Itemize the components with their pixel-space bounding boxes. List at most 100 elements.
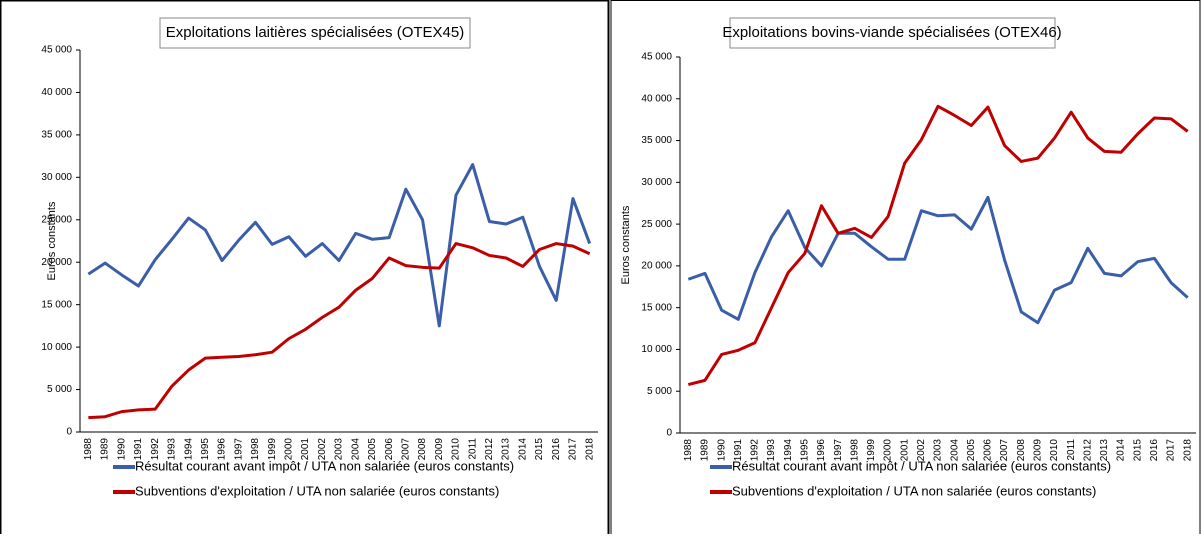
x-tick-label: 1993 xyxy=(167,438,178,461)
x-tick-label: 2017 xyxy=(568,438,579,461)
x-tick-label: 2008 xyxy=(1016,439,1027,462)
x-tick-label: 2014 xyxy=(517,438,528,461)
x-tick-label: 1996 xyxy=(217,438,228,461)
x-tick-label: 2017 xyxy=(1166,439,1177,462)
x-tick-label: 2010 xyxy=(451,438,462,461)
x-tick-label: 2004 xyxy=(949,439,960,462)
x-tick-label: 2014 xyxy=(1116,439,1127,462)
x-tick-label: 2016 xyxy=(1149,439,1160,462)
x-tick-label: 1992 xyxy=(150,438,161,461)
y-tick-label: 20 000 xyxy=(641,261,672,272)
x-tick-label: 1999 xyxy=(267,438,278,461)
legend-label: Subventions d'exploitation / UTA non sal… xyxy=(732,483,1096,498)
y-tick-label: 45 000 xyxy=(641,52,672,63)
x-tick-label: 1993 xyxy=(766,439,777,462)
x-tick-label: 2005 xyxy=(966,439,977,462)
y-axis-label: Euros constants xyxy=(46,201,58,280)
x-tick-label: 2012 xyxy=(484,438,495,461)
title-box xyxy=(729,17,1056,49)
y-tick-label: 40 000 xyxy=(641,93,672,104)
x-tick-label: 2009 xyxy=(1033,439,1044,462)
x-tick-label: 2007 xyxy=(999,439,1010,462)
y-tick-label: 5 000 xyxy=(47,384,72,395)
series-line xyxy=(88,242,591,420)
x-tick-label: 2015 xyxy=(1132,439,1143,462)
y-tick-label: 45 000 xyxy=(41,45,72,56)
chart-title: Exploitations bovins-viande spécialisées… xyxy=(722,24,1061,41)
x-tick-label: 2006 xyxy=(384,438,395,461)
x-tick-label: 2004 xyxy=(350,438,361,461)
y-tick-label: 10 000 xyxy=(641,344,672,355)
x-tick-label: 2012 xyxy=(1082,439,1093,462)
series-line xyxy=(687,104,1189,386)
x-tick-label: 2003 xyxy=(334,438,345,461)
x-tick-label: 2000 xyxy=(284,438,295,461)
panel-border xyxy=(610,0,1201,539)
title-box xyxy=(159,17,471,49)
y-tick-label: 15 000 xyxy=(41,299,72,310)
y-tick-label: 5 000 xyxy=(647,386,672,397)
x-tick-label: 2011 xyxy=(467,438,478,460)
x-tick-label: 2002 xyxy=(916,439,927,462)
y-tick-label: 20 000 xyxy=(41,257,72,268)
x-tick-label: 1995 xyxy=(200,438,211,461)
x-tick-label: 2015 xyxy=(534,438,545,461)
x-tick-label: 1991 xyxy=(133,438,144,461)
panel-border xyxy=(0,0,610,539)
x-tick-label: 1995 xyxy=(799,439,810,462)
x-tick-label: 2018 xyxy=(1182,439,1193,462)
chart-title: Exploitations laitières spécialisées (OT… xyxy=(166,24,464,41)
y-tick-label: 35 000 xyxy=(641,135,672,146)
y-tick-label: 25 000 xyxy=(641,219,672,230)
x-tick-label: 1997 xyxy=(233,438,244,461)
series-line xyxy=(87,163,592,328)
x-tick-label: 1991 xyxy=(733,439,744,462)
x-tick-label: 2002 xyxy=(317,438,328,461)
x-tick-label: 2010 xyxy=(1049,439,1060,462)
x-tick-label: 1990 xyxy=(716,439,727,462)
x-tick-label: 2016 xyxy=(551,438,562,461)
x-tick-label: 1994 xyxy=(183,438,194,461)
y-tick-label: 30 000 xyxy=(641,177,672,188)
x-tick-label: 1999 xyxy=(866,439,877,462)
x-tick-label: 1989 xyxy=(100,438,111,461)
y-tick-label: 40 000 xyxy=(41,87,72,98)
y-tick-label: 30 000 xyxy=(41,172,72,183)
x-tick-label: 2000 xyxy=(883,439,894,462)
x-tick-label: 2001 xyxy=(300,438,311,461)
x-tick-label: 2013 xyxy=(501,438,512,461)
x-tick-label: 1990 xyxy=(116,438,127,461)
x-tick-label: 2003 xyxy=(933,439,944,462)
legend-label: Subventions d'exploitation / UTA non sal… xyxy=(135,483,499,498)
x-tick-label: 2007 xyxy=(400,438,411,461)
x-tick-label: 2018 xyxy=(584,438,595,461)
x-tick-label: 2006 xyxy=(983,439,994,462)
x-tick-label: 1988 xyxy=(83,438,94,461)
x-tick-label: 2005 xyxy=(367,438,378,461)
x-tick-label: 1997 xyxy=(833,439,844,462)
x-tick-label: 2001 xyxy=(899,439,910,462)
y-tick-label: 25 000 xyxy=(41,214,72,225)
y-tick-label: 10 000 xyxy=(41,342,72,353)
x-tick-label: 2013 xyxy=(1099,439,1110,462)
y-tick-label: 0 xyxy=(666,428,672,439)
x-tick-label: 1989 xyxy=(700,439,711,462)
x-tick-label: 1998 xyxy=(250,438,261,461)
legend-label: Résultat courant avant impôt / UTA non s… xyxy=(135,458,514,473)
y-axis-label: Euros constants xyxy=(620,205,632,284)
x-tick-label: 1988 xyxy=(683,439,694,462)
y-tick-label: 15 000 xyxy=(641,302,672,313)
x-tick-label: 1994 xyxy=(783,439,794,462)
x-tick-label: 1992 xyxy=(750,439,761,462)
x-tick-label: 2009 xyxy=(434,438,445,461)
x-tick-label: 2011 xyxy=(1066,439,1077,461)
x-tick-label: 1998 xyxy=(849,439,860,462)
x-tick-label: 1996 xyxy=(816,439,827,462)
series-line xyxy=(687,195,1189,325)
legend-label: Résultat courant avant impôt / UTA non s… xyxy=(732,458,1111,473)
y-tick-label: 0 xyxy=(66,427,72,438)
y-tick-label: 35 000 xyxy=(41,130,72,141)
x-tick-label: 2008 xyxy=(417,438,428,461)
